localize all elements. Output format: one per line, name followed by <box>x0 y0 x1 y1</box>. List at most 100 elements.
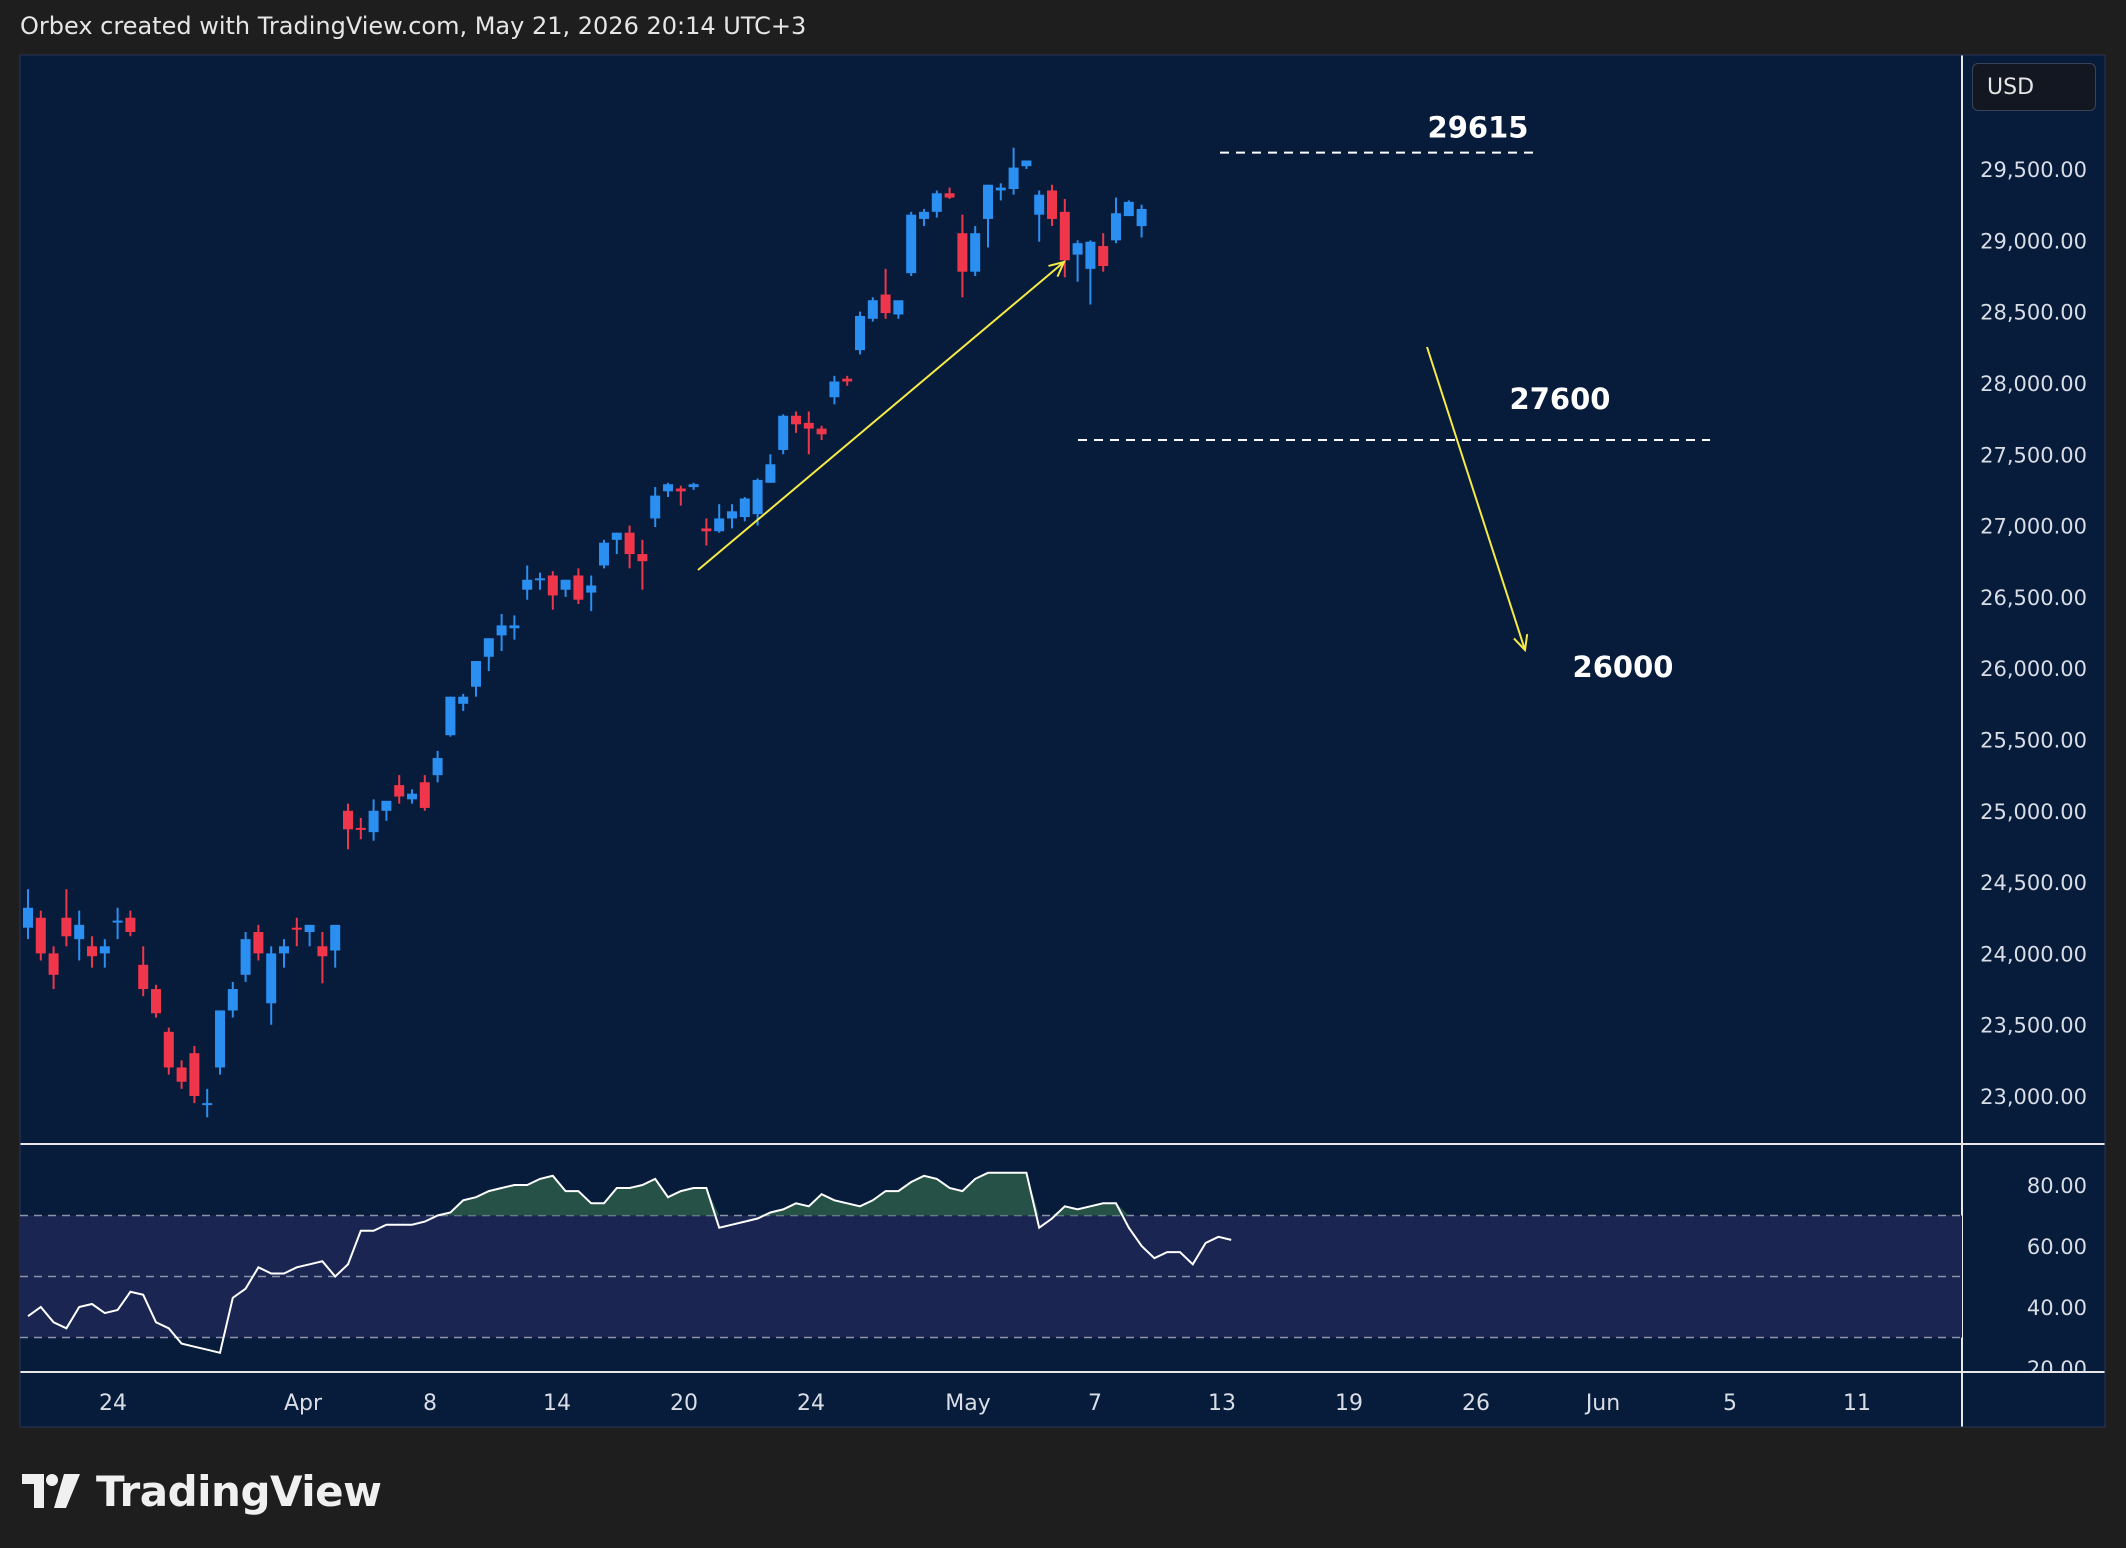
candle-body <box>573 575 584 600</box>
price-tick-label: 28,500.00 <box>1980 301 2087 325</box>
uptrend-arrow <box>697 261 1065 571</box>
chart-frame <box>19 54 2106 1428</box>
price-tick-label: 24,000.00 <box>1980 942 2087 966</box>
candle-body <box>906 214 917 274</box>
time-tick-label: Apr <box>284 1391 323 1416</box>
candle-body <box>151 989 161 1014</box>
candle-body <box>1085 241 1096 269</box>
candle-body <box>227 989 238 1011</box>
time-tick-label: 13 <box>1208 1391 1236 1416</box>
rsi-tick-label: 40.00 <box>2027 1296 2087 1320</box>
tradingview-logo[interactable]: TradingView <box>22 1466 382 1516</box>
price-tick-label-clipped: 30,500.00 <box>1980 15 2087 39</box>
candle-body <box>458 696 469 704</box>
time-tick-label: 24 <box>99 1391 127 1416</box>
time-tick-label: 14 <box>543 1391 571 1416</box>
candle-body <box>317 946 328 957</box>
candle-body <box>1008 167 1019 190</box>
candle-body <box>74 924 85 940</box>
time-tick-label: 8 <box>423 1391 437 1416</box>
candle-body <box>611 532 622 540</box>
time-tick-label: 11 <box>1843 1391 1871 1416</box>
candle-body <box>829 381 840 398</box>
candle-body <box>483 638 494 657</box>
time-tick-label: Jun <box>1584 1391 1620 1416</box>
candle-body <box>23 907 33 928</box>
candle-body <box>509 625 520 629</box>
candle-body <box>432 758 443 776</box>
candle-body <box>714 518 725 532</box>
candle-body <box>599 542 609 566</box>
rsi-tick-label: 80.00 <box>2027 1174 2087 1198</box>
candle-body <box>355 827 366 830</box>
candle-body <box>48 953 59 975</box>
time-tick-label: 24 <box>797 1391 825 1416</box>
candle-body <box>650 495 661 519</box>
price-tick-label: 29,000.00 <box>1980 229 2087 253</box>
candle-body <box>330 924 341 951</box>
candle-body <box>279 946 289 954</box>
price-tick-label: 25,500.00 <box>1980 728 2087 752</box>
candle-body <box>752 479 763 515</box>
candle-body <box>688 484 699 488</box>
candle-body <box>995 187 1006 191</box>
candle-body <box>1047 190 1057 219</box>
candle-body <box>675 488 686 492</box>
candle-body <box>1072 243 1083 255</box>
candle-body <box>701 528 712 532</box>
candle-body <box>727 511 737 519</box>
candle-body <box>944 193 955 198</box>
price-tick-label: 27,500.00 <box>1980 443 2087 467</box>
candle-body <box>1098 246 1109 267</box>
candle-body <box>547 575 558 596</box>
candle-body <box>1123 201 1134 217</box>
candle-body <box>138 964 149 990</box>
candle-body <box>803 422 814 429</box>
candle-body <box>112 920 123 923</box>
candle-body <box>893 300 904 315</box>
price-tick-label: 24,500.00 <box>1980 871 2087 895</box>
price-tick-label: 28,000.00 <box>1980 372 2087 396</box>
candle-body <box>99 946 110 954</box>
candle-body <box>778 415 789 450</box>
tradingview-logo-text: TradingView <box>96 1466 382 1516</box>
candle-body <box>1136 208 1147 227</box>
candle-body <box>931 193 942 212</box>
rsi-tick-label: 20.00 <box>2027 1357 2087 1381</box>
candle-body <box>1059 211 1070 261</box>
currency-selector[interactable]: USD <box>1972 63 2096 111</box>
candle-body <box>253 932 264 954</box>
price-tick-label: 26,500.00 <box>1980 586 2087 610</box>
target-level-label: 26000 <box>1573 650 1674 684</box>
candle-body <box>765 464 776 483</box>
candle-body <box>407 793 417 800</box>
candle-body <box>816 428 827 435</box>
candle-body <box>202 1103 213 1106</box>
candle-body <box>739 498 750 518</box>
candle-body <box>970 233 981 272</box>
candle-body <box>215 1010 225 1068</box>
candle-body <box>163 1031 174 1068</box>
rsi-tick-label: 60.00 <box>2027 1235 2087 1259</box>
candle-body <box>61 917 72 937</box>
candle-body <box>867 300 878 319</box>
chart-attribution-title: Orbex created with TradingView.com, May … <box>20 12 807 40</box>
candle-body <box>842 378 853 382</box>
candle-body <box>880 294 891 314</box>
time-tick-label: May <box>945 1391 990 1416</box>
candle-body <box>1111 213 1121 241</box>
price-tick-label: 23,000.00 <box>1980 1085 2087 1109</box>
candle-body <box>240 939 251 975</box>
candle-body <box>522 579 533 590</box>
price-tick-label: 23,500.00 <box>1980 1014 2087 1038</box>
support-level-label: 27600 <box>1510 382 1611 416</box>
candle-body <box>471 661 481 687</box>
candle-body <box>394 785 405 797</box>
candle-body <box>304 924 315 932</box>
candle-body <box>35 917 46 954</box>
candle-body <box>1034 194 1045 215</box>
candle-body <box>266 953 277 1004</box>
time-tick-label: 20 <box>670 1391 698 1416</box>
candle-body <box>368 810 379 833</box>
